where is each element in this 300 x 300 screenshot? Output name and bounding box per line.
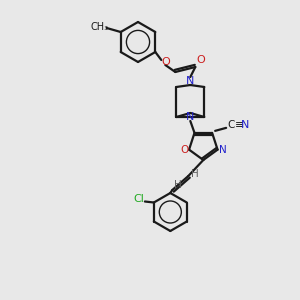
Text: Cl: Cl xyxy=(134,194,144,205)
Text: O: O xyxy=(161,57,170,67)
Text: H: H xyxy=(191,169,199,179)
Text: N: N xyxy=(241,120,249,130)
Text: N: N xyxy=(219,145,226,154)
Text: CH₃: CH₃ xyxy=(91,22,109,32)
Text: O: O xyxy=(196,55,205,65)
Text: H: H xyxy=(174,180,182,190)
Text: ≡: ≡ xyxy=(234,120,244,130)
Text: O: O xyxy=(180,145,188,154)
Text: C: C xyxy=(227,120,235,130)
Text: N: N xyxy=(186,112,194,122)
Text: N: N xyxy=(186,76,194,86)
